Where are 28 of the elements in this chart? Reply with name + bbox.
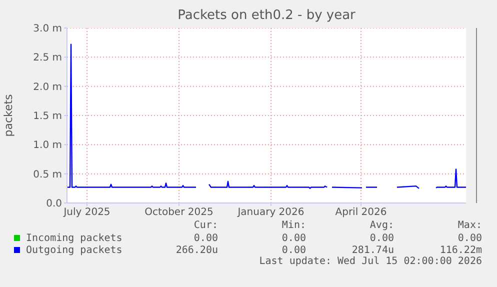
y-tick-label: 1.5 m: [33, 111, 62, 122]
text: 0.00: [456, 232, 482, 244]
text: Last update: Wed Jul 15 02:00:00 2026: [258, 256, 482, 268]
y-tick-label: 2.5 m: [33, 52, 62, 64]
x-tick-label: October 2025: [144, 207, 214, 218]
chart-title: Packets on eth0.2 - by year: [176, 8, 356, 23]
legend-label: Outgoing packets: [26, 244, 122, 256]
text: 0.00: [368, 232, 394, 244]
text: Avg:: [368, 220, 394, 232]
text: 0.00: [280, 232, 306, 244]
x-tick-label: April 2026: [335, 207, 387, 218]
text: Cur:: [192, 220, 218, 232]
x-tick-label: July 2025: [62, 207, 110, 218]
text: 116.22m: [438, 244, 482, 256]
y-tick-label: 2.0 m: [33, 82, 62, 93]
text: 281.74u: [350, 244, 394, 256]
y-tick-label: 3.0 m: [33, 24, 62, 35]
text: 0.00: [280, 244, 306, 256]
text: 266.20u: [174, 244, 218, 256]
y-axis-title: packets: [2, 94, 15, 137]
y-tick-label: 1.0 m: [33, 140, 62, 152]
text: Max:: [456, 220, 482, 232]
y-tick-label: 0.0: [46, 198, 62, 210]
x-tick-label: January 2026: [236, 207, 304, 218]
text: Min:: [280, 220, 306, 232]
text: 0.00: [192, 232, 218, 244]
legend-label: Incoming packets: [26, 232, 122, 244]
y-tick-label: 0.5 m: [33, 169, 62, 180]
